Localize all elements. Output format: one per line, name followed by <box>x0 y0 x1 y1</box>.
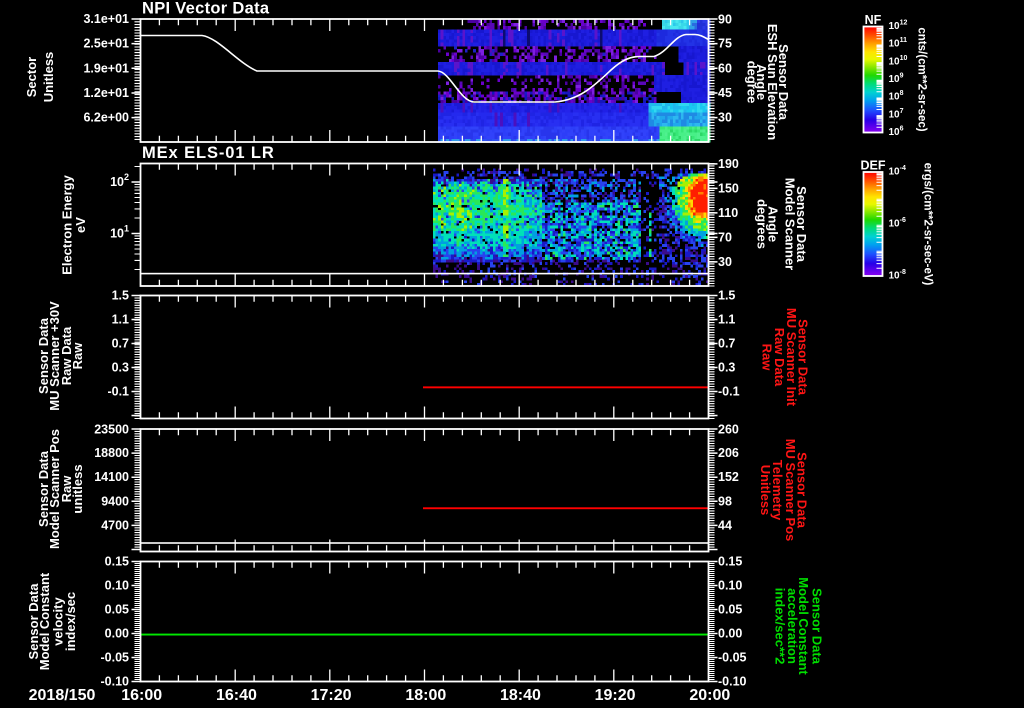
svg-text:60: 60 <box>718 61 732 75</box>
svg-text:44: 44 <box>718 518 732 532</box>
svg-text:1.5: 1.5 <box>718 289 735 303</box>
svg-text:eV: eV <box>73 217 88 233</box>
svg-text:MU Scanner Pos: MU Scanner Pos <box>783 439 798 542</box>
svg-text:90: 90 <box>718 13 732 27</box>
svg-text:2.5e+01: 2.5e+01 <box>83 37 129 51</box>
svg-text:1.2e+01: 1.2e+01 <box>83 86 129 100</box>
svg-text:MU Scanner +30V: MU Scanner +30V <box>47 301 62 411</box>
svg-text:1.1: 1.1 <box>112 313 129 327</box>
svg-text:20:00: 20:00 <box>689 687 730 704</box>
svg-text:0.15: 0.15 <box>718 555 742 569</box>
svg-text:152: 152 <box>718 470 739 484</box>
svg-text:23500: 23500 <box>94 423 129 437</box>
svg-text:18800: 18800 <box>94 446 129 460</box>
svg-text:206: 206 <box>718 446 739 460</box>
svg-text:degrees: degrees <box>755 199 770 249</box>
svg-text:-0.05: -0.05 <box>718 651 747 665</box>
svg-text:1.1: 1.1 <box>718 313 735 327</box>
svg-text:NF: NF <box>865 13 882 27</box>
svg-text:-0.1: -0.1 <box>107 385 129 399</box>
svg-text:0.7: 0.7 <box>718 337 735 351</box>
svg-text:1.9e+01: 1.9e+01 <box>83 61 129 75</box>
svg-text:0.10: 0.10 <box>718 579 742 593</box>
svg-text:4700: 4700 <box>101 518 129 532</box>
svg-text:Sensor Data: Sensor Data <box>36 450 51 527</box>
svg-text:index/sec: index/sec <box>63 592 78 651</box>
svg-text:unitless: unitless <box>70 464 85 513</box>
svg-text:ergs/(cm**2-sr-sec-eV): ergs/(cm**2-sr-sec-eV) <box>922 163 934 286</box>
svg-text:0.3: 0.3 <box>112 361 129 375</box>
svg-text:9400: 9400 <box>101 494 129 508</box>
svg-text:30: 30 <box>718 255 732 269</box>
svg-text:Raw Data: Raw Data <box>772 328 787 387</box>
svg-text:NPI Vector Data: NPI Vector Data <box>142 0 270 18</box>
svg-text:degree: degree <box>745 61 760 104</box>
svg-text:0.10: 0.10 <box>105 579 129 593</box>
svg-text:DEF: DEF <box>861 159 886 173</box>
svg-text:Sensor Data: Sensor Data <box>26 583 41 660</box>
svg-text:14100: 14100 <box>94 470 129 484</box>
svg-text:index/sec**2: index/sec**2 <box>773 588 788 665</box>
svg-text:Raw: Raw <box>59 475 74 503</box>
svg-text:Angle: Angle <box>754 64 769 100</box>
svg-text:2018/150: 2018/150 <box>29 687 96 704</box>
svg-text:0.05: 0.05 <box>718 603 742 617</box>
svg-text:Model Scanner Pos: Model Scanner Pos <box>47 429 62 549</box>
svg-text:Model Constant: Model Constant <box>37 572 52 670</box>
svg-text:Model Scanner: Model Scanner <box>782 178 797 270</box>
svg-text:150: 150 <box>718 181 739 195</box>
svg-text:velocity: velocity <box>51 597 66 646</box>
svg-text:Sensor Data: Sensor Data <box>776 44 791 121</box>
svg-text:Unitless: Unitless <box>41 52 56 103</box>
svg-text:Raw: Raw <box>70 342 85 370</box>
svg-text:30: 30 <box>718 111 732 125</box>
svg-text:-0.10: -0.10 <box>718 675 747 689</box>
svg-text:MEx ELS-01 LR: MEx ELS-01 LR <box>142 144 275 162</box>
svg-text:Sensor Data: Sensor Data <box>809 588 824 665</box>
svg-text:98: 98 <box>718 494 732 508</box>
svg-text:190: 190 <box>718 157 739 171</box>
svg-text:cnts/(cm**2-sr-sec): cnts/(cm**2-sr-sec) <box>916 27 928 131</box>
svg-text:1.5: 1.5 <box>112 289 129 303</box>
svg-text:0.15: 0.15 <box>105 555 129 569</box>
svg-text:0.05: 0.05 <box>105 603 129 617</box>
svg-text:MU Scanner Init: MU Scanner Init <box>784 308 799 407</box>
svg-text:110: 110 <box>718 206 738 220</box>
svg-text:19:20: 19:20 <box>595 687 636 704</box>
svg-text:Angle: Angle <box>766 206 781 242</box>
svg-text:Sector: Sector <box>24 57 39 97</box>
svg-text:ESH Sun Elevation: ESH Sun Elevation <box>765 24 780 140</box>
svg-text:70: 70 <box>718 230 732 244</box>
svg-text:16:40: 16:40 <box>216 687 257 704</box>
svg-text:18:00: 18:00 <box>405 687 446 704</box>
svg-text:Raw Data: Raw Data <box>59 326 74 385</box>
svg-text:0.00: 0.00 <box>718 627 742 641</box>
svg-text:0.00: 0.00 <box>105 627 129 641</box>
svg-text:75: 75 <box>718 37 732 51</box>
svg-text:Sensor Data: Sensor Data <box>36 317 51 394</box>
svg-text:45: 45 <box>718 86 732 100</box>
svg-text:Sensor Data: Sensor Data <box>795 452 810 529</box>
svg-text:Unitless: Unitless <box>758 465 773 516</box>
svg-text:16:00: 16:00 <box>121 687 162 704</box>
svg-text:Raw: Raw <box>760 344 775 372</box>
svg-text:6.2e+00: 6.2e+00 <box>83 111 129 125</box>
svg-text:260: 260 <box>718 423 739 437</box>
svg-text:-0.05: -0.05 <box>101 651 130 665</box>
svg-text:0.7: 0.7 <box>112 337 129 351</box>
svg-text:-0.1: -0.1 <box>718 385 740 399</box>
svg-text:Electron Energy: Electron Energy <box>60 174 75 274</box>
svg-text:0.3: 0.3 <box>718 361 735 375</box>
svg-text:Sensor Data: Sensor Data <box>796 319 811 396</box>
svg-text:Sensor Data: Sensor Data <box>794 186 809 263</box>
svg-text:acceleration: acceleration <box>785 588 800 664</box>
svg-text:17:20: 17:20 <box>311 687 352 704</box>
svg-text:Model Constant: Model Constant <box>796 577 811 675</box>
svg-text:Telemetry: Telemetry <box>770 460 785 521</box>
svg-text:3.1e+01: 3.1e+01 <box>83 12 129 26</box>
svg-text:18:40: 18:40 <box>500 687 541 704</box>
svg-text:-0.10: -0.10 <box>101 675 130 689</box>
